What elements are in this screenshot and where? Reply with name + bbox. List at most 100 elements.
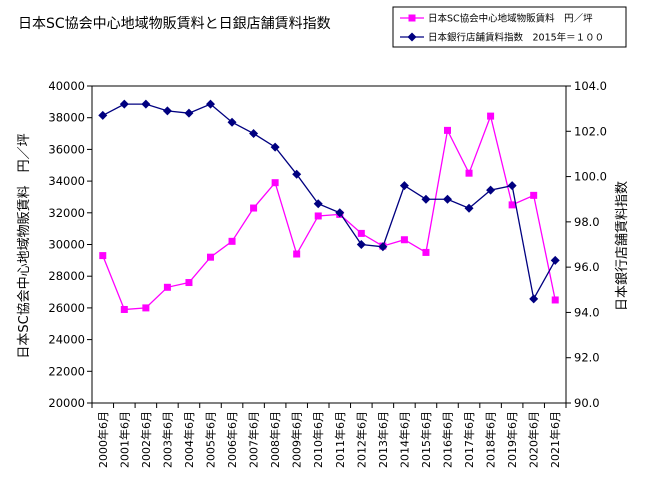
data-point-diamond: [356, 240, 366, 249]
left-tick-label: 26000: [48, 301, 85, 315]
legend-item: 日本SC協会中心地域物販賃料 円／坪: [400, 13, 593, 25]
x-tick-label: 2017年6月: [462, 411, 476, 468]
data-point-square: [99, 252, 107, 260]
data-point-square: [293, 250, 301, 258]
data-point-square: [228, 237, 236, 245]
data-point-diamond: [529, 294, 539, 304]
x-tick-label: 2013年6月: [376, 411, 390, 468]
right-tick-label: 90.0: [574, 396, 600, 410]
x-tick-label: 2016年6月: [441, 411, 455, 468]
data-point-diamond: [550, 255, 560, 265]
data-point-diamond: [270, 142, 280, 152]
series-layer: [98, 99, 560, 313]
data-point-diamond: [313, 199, 323, 209]
data-point-diamond: [98, 110, 108, 120]
data-point-square: [185, 279, 193, 287]
data-point-square: [250, 204, 258, 212]
chart-title: 日本SC協会中心地域物販賃料と日銀店舗賃料指数: [18, 16, 331, 32]
data-point-diamond: [184, 108, 194, 118]
left-tick-label: 40000: [48, 79, 85, 93]
legend-label: 日本SC協会中心地域物販賃料 円／坪: [428, 13, 593, 25]
x-tick-label: 2018年6月: [484, 411, 498, 468]
data-point-diamond: [464, 203, 474, 213]
data-point-square: [487, 112, 495, 120]
left-tick-label: 34000: [48, 174, 85, 188]
data-point-diamond: [486, 185, 496, 195]
x-tick-label: 2014年6月: [397, 411, 411, 468]
x-tick-label: 2005年6月: [204, 411, 218, 468]
x-tick-label: 2009年6月: [290, 411, 304, 468]
series-1: [98, 99, 560, 304]
data-point-square: [120, 305, 128, 313]
x-tick-label: 2012年6月: [354, 411, 368, 468]
x-tick-label: 2019年6月: [505, 411, 519, 468]
left-tick-label: 30000: [48, 238, 85, 252]
left-tick-label: 22000: [48, 364, 85, 378]
x-tick-label: 2003年6月: [160, 411, 174, 468]
series-line: [102, 103, 556, 301]
right-tick-label: 94.0: [574, 305, 600, 319]
x-tick-label: 2020年6月: [527, 411, 541, 468]
left-tick-label: 38000: [48, 111, 85, 125]
data-point-diamond: [119, 99, 129, 109]
data-point-diamond: [378, 242, 388, 252]
data-point-diamond: [162, 106, 172, 116]
right-tick-label: 92.0: [574, 351, 600, 365]
right-tick-label: 104.0: [574, 79, 607, 93]
data-point-square: [271, 179, 279, 187]
data-point-diamond: [227, 117, 237, 127]
data-point-square: [400, 236, 408, 244]
data-point-diamond: [206, 99, 215, 109]
x-tick-label: 2008年6月: [268, 411, 282, 468]
x-tick-label: 2002年6月: [139, 411, 153, 468]
data-point-diamond: [292, 169, 302, 179]
x-tick-label: 2010年6月: [311, 411, 325, 468]
legend-label: 日本銀行店舗賃料指数 2015年＝１００: [428, 32, 604, 44]
data-point-diamond: [249, 129, 259, 139]
data-point-square: [551, 296, 559, 304]
left-tick-label: 36000: [48, 142, 85, 156]
data-point-square: [207, 253, 214, 261]
data-point-diamond: [443, 194, 452, 204]
right-tick-label: 102.0: [574, 124, 607, 138]
data-point-square: [508, 201, 516, 209]
series-line: [102, 113, 556, 311]
x-tick-label: 2011年6月: [333, 411, 347, 468]
legend-box: [392, 6, 627, 48]
left-tick-label: 32000: [48, 206, 85, 220]
x-tick-label: 2007年6月: [247, 411, 261, 468]
data-point-diamond: [507, 181, 517, 191]
right-tick-label: 100.0: [574, 170, 607, 184]
x-tick-label: 2021年6月: [548, 411, 562, 468]
data-point-diamond: [141, 99, 151, 109]
left-tick-label: 24000: [48, 333, 85, 347]
data-point-diamond: [399, 181, 409, 191]
right-tick-label: 98.0: [574, 215, 600, 229]
right-axis-label: 日本銀行店舗賃料指数: [615, 181, 630, 311]
x-axis-ticks: 2000年6月 2001年6月 2002年6月 2003年6月 2004年6月 2005年…: [91, 403, 567, 468]
x-tick-label: 2015年6月: [419, 411, 433, 468]
left-axis-ticks: 20000 22000 24000 26000 28000 30000 32000 34000…: [48, 79, 92, 410]
right-tick-label: 96.0: [574, 260, 600, 274]
x-tick-label: 2000年6月: [96, 411, 110, 468]
data-point-diamond: [421, 194, 431, 204]
left-tick-label: 28000: [48, 269, 85, 283]
legend-marker: [407, 32, 417, 42]
data-point-square: [163, 283, 171, 291]
right-axis-ticks: 90.0 92.0 94.0 96.0 98.0 100.0 102.0 104.0: [566, 79, 607, 410]
x-tick-label: 2001年6月: [117, 411, 131, 468]
legend-marker: [408, 14, 416, 22]
x-tick-label: 2006年6月: [225, 411, 239, 468]
data-point-square: [357, 229, 365, 237]
left-axis-label: 日本SC協会中心地域物販賃料 円／坪: [17, 133, 32, 358]
data-point-square: [444, 126, 451, 134]
data-point-square: [142, 304, 150, 312]
series-0: [99, 112, 559, 313]
data-point-diamond: [335, 208, 345, 218]
x-tick-label: 2004年6月: [182, 411, 196, 468]
data-point-square: [422, 248, 430, 256]
data-point-square: [465, 169, 473, 177]
left-tick-label: 20000: [48, 396, 85, 410]
